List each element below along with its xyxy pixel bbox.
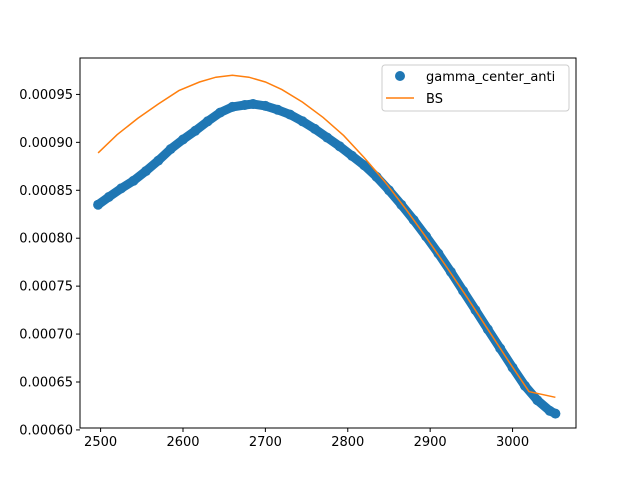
axes-frame (79, 57, 577, 429)
x-tick-label: 2700 (249, 435, 282, 450)
data-point (215, 107, 226, 118)
data-point (309, 123, 320, 134)
data-point (165, 144, 176, 155)
data-point (93, 199, 104, 210)
y-tick-label: 0.00090 (19, 136, 73, 151)
y-tick-label: 0.00060 (19, 423, 73, 438)
data-point (272, 104, 283, 115)
data-point (346, 150, 357, 161)
data-point (239, 100, 250, 110)
data-point (140, 166, 151, 177)
x-tick-label: 2900 (414, 435, 447, 450)
legend-box (381, 64, 570, 112)
x-tick-label: 3000 (496, 435, 529, 450)
legend-label-gamma-center-anti: gamma_center_anti (426, 70, 555, 85)
data-point (248, 99, 258, 109)
x-axis-ticks: 2500 2600 2700 2800 2900 3000 (84, 428, 529, 450)
data-point (178, 134, 188, 145)
data-point (322, 132, 333, 143)
data-point (334, 141, 345, 152)
y-tick-label: 0.00080 (19, 232, 73, 247)
data-point (384, 185, 394, 196)
legend-label-bs: BS (426, 92, 443, 107)
y-tick-label: 0.00075 (19, 280, 73, 295)
y-tick-label: 0.00095 (19, 88, 73, 103)
data-point (550, 408, 561, 419)
y-tick-label: 0.00070 (19, 328, 73, 343)
series-line-BS (97, 74, 556, 399)
data-point (359, 160, 370, 171)
axes-background (80, 58, 576, 428)
legend-marker-gamma-center-anti (395, 71, 405, 81)
legend: gamma_center_anti BS (381, 64, 570, 112)
series-layer (93, 74, 561, 419)
data-point (227, 101, 238, 112)
series-BS (97, 74, 556, 399)
x-tick-label: 2600 (166, 435, 199, 450)
x-tick-label: 2800 (331, 435, 364, 450)
plot-area (80, 58, 576, 428)
data-point (285, 109, 296, 120)
data-point (260, 100, 271, 111)
data-point (128, 175, 139, 186)
x-tick-label: 2500 (84, 435, 117, 450)
y-tick-label: 0.00065 (19, 375, 73, 390)
y-tick-label: 0.00085 (19, 184, 73, 199)
axes-layer (79, 57, 577, 429)
data-point (116, 183, 127, 194)
data-point (153, 155, 164, 166)
data-point (297, 116, 308, 127)
data-point (202, 116, 213, 127)
data-point (103, 192, 114, 202)
data-point (190, 125, 201, 136)
y-axis-ticks: 0.00060 0.00065 0.00070 0.00075 0.00080 0.000… (19, 88, 80, 438)
data-point (532, 395, 543, 406)
